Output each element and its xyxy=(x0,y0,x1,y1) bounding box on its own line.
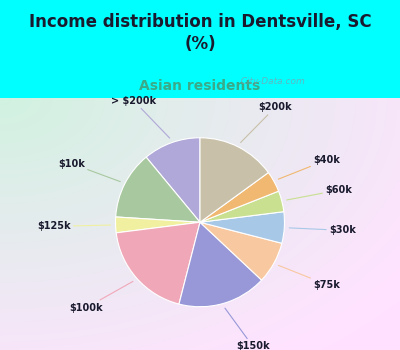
Text: $150k: $150k xyxy=(225,308,270,350)
Text: > $200k: > $200k xyxy=(111,96,170,138)
Text: Asian residents: Asian residents xyxy=(139,79,261,93)
Wedge shape xyxy=(179,222,262,307)
Text: City-Data.com: City-Data.com xyxy=(235,77,304,86)
Wedge shape xyxy=(116,157,200,222)
Text: $200k: $200k xyxy=(241,102,292,142)
Text: $30k: $30k xyxy=(289,225,356,235)
Text: $40k: $40k xyxy=(278,155,340,179)
Text: $60k: $60k xyxy=(287,185,352,200)
Wedge shape xyxy=(200,138,268,222)
Wedge shape xyxy=(146,138,200,222)
Text: $125k: $125k xyxy=(37,221,110,231)
Text: $75k: $75k xyxy=(278,265,340,289)
Text: $10k: $10k xyxy=(58,159,120,182)
Text: Income distribution in Dentsville, SC
(%): Income distribution in Dentsville, SC (%… xyxy=(29,13,371,53)
Wedge shape xyxy=(116,217,200,233)
Wedge shape xyxy=(200,191,284,222)
Wedge shape xyxy=(200,222,282,280)
Text: $100k: $100k xyxy=(70,281,133,313)
Wedge shape xyxy=(116,222,200,304)
Wedge shape xyxy=(200,173,278,222)
Wedge shape xyxy=(200,212,284,243)
